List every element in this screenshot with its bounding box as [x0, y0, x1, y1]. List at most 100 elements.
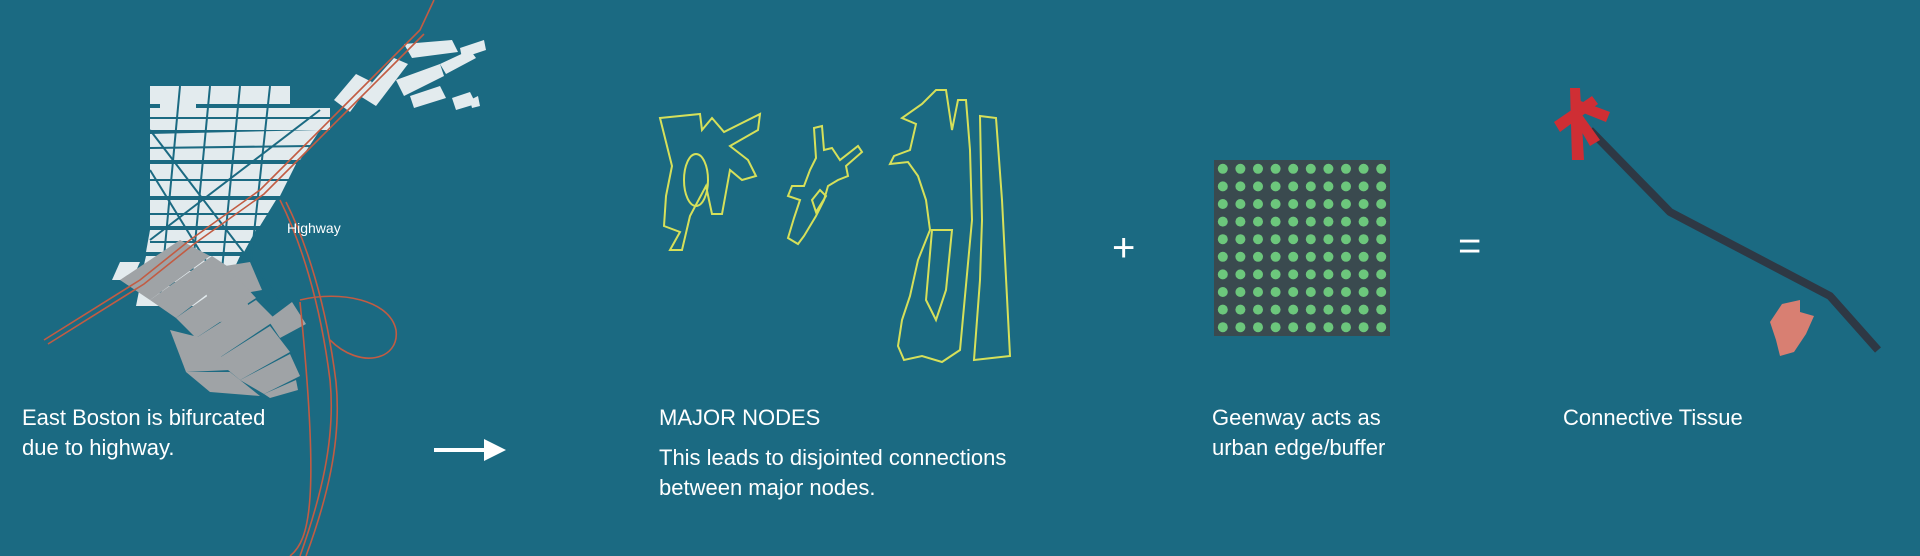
greenway-dot: [1305, 234, 1316, 245]
greenway-dot: [1358, 199, 1369, 209]
greenway-dot: [1376, 251, 1387, 262]
greenway-dot: [1376, 163, 1387, 174]
right-arrow-icon: [434, 439, 506, 461]
greenway-dot: [1341, 269, 1351, 280]
greenway-dot: [1217, 216, 1228, 227]
greenway-dot: [1217, 234, 1228, 245]
greenway-dot: [1288, 269, 1299, 280]
greenway-dot: [1235, 322, 1246, 333]
panel2-caption-line: This leads to disjointed connections: [659, 445, 1007, 470]
panel4-caption: Connective Tissue: [1563, 403, 1743, 433]
greenway-dot: [1235, 163, 1246, 174]
greenway-dot: [1217, 251, 1228, 262]
greenway-dot: [1288, 199, 1299, 209]
greenway-dot: [1253, 251, 1263, 262]
greenway-dot: [1270, 181, 1281, 192]
greenway-dot: [1323, 322, 1334, 333]
south-blocks: [120, 240, 306, 398]
greenway-dot: [1235, 199, 1246, 209]
greenway-dot: [1358, 234, 1369, 245]
greenway-dot: [1235, 269, 1246, 280]
pink-node-shape: [1770, 300, 1814, 356]
greenway-dot: [1270, 322, 1281, 333]
greenway-dot: [1341, 251, 1351, 262]
greenway-dot: [1323, 304, 1334, 315]
panel2-title: MAJOR NODES: [659, 405, 821, 430]
greenway-dot: [1323, 234, 1334, 245]
greenway-dot: [1288, 304, 1299, 315]
panel3-caption-line: urban edge/buffer: [1212, 435, 1386, 460]
greenway-dot: [1253, 269, 1263, 280]
greenway-dot: [1217, 304, 1228, 315]
greenway-dot: [1341, 163, 1351, 174]
greenway-dot: [1323, 181, 1334, 192]
greenway-dot: [1305, 216, 1316, 227]
greenway-dot-grid: [1214, 160, 1390, 336]
greenway-dot: [1376, 199, 1387, 209]
greenway-dot: [1288, 251, 1299, 262]
panel1-caption-line: East Boston is bifurcated: [22, 405, 266, 430]
greenway-dot: [1376, 304, 1387, 315]
greenway-dot: [1235, 251, 1246, 262]
greenway-dot: [1323, 216, 1334, 227]
greenway-dot: [1305, 251, 1316, 262]
greenway-dot: [1217, 322, 1228, 333]
panel4-caption-line: Connective Tissue: [1563, 405, 1743, 430]
greenway-dot: [1217, 287, 1228, 297]
greenway-dot: [1358, 287, 1369, 297]
greenway-dot: [1376, 269, 1387, 280]
equals-symbol: =: [1458, 224, 1482, 268]
greenway-dot: [1341, 199, 1351, 209]
greenway-dot: [1376, 234, 1387, 245]
connective-tissue-diagram: [1554, 88, 1881, 356]
greenway-dot: [1358, 269, 1369, 280]
greenway-dot: [1270, 163, 1281, 174]
panel2-caption-line: between major nodes.: [659, 475, 876, 500]
east-boston-map-panel: Highway East Boston is bifurcated due to…: [0, 0, 520, 556]
panel3-caption: Geenway acts as urban edge/buffer: [1212, 403, 1385, 463]
greenway-dot: [1358, 304, 1369, 315]
greenway-dot: [1235, 216, 1246, 227]
greenway-dot: [1270, 304, 1281, 315]
greenway-dot: [1217, 181, 1228, 192]
greenway-dot: [1323, 287, 1334, 297]
greenway-dot: [1288, 181, 1299, 192]
greenway-dot: [1323, 163, 1334, 174]
greenway-dot: [1358, 181, 1369, 192]
node-outline-3: [888, 89, 974, 364]
highway-map-label: Highway: [287, 220, 341, 236]
greenway-dot: [1376, 181, 1387, 192]
greenway-dot: [1235, 304, 1246, 315]
greenway-dot: [1358, 216, 1369, 227]
greenway-dot: [1253, 287, 1263, 297]
greenway-dot: [1376, 287, 1387, 297]
greenway-dot: [1341, 181, 1351, 192]
greenway-dot: [1270, 269, 1281, 280]
greenway-dot: [1253, 304, 1263, 315]
node-outline-1-oval: [683, 153, 709, 207]
greenway-panel: Geenway acts as urban edge/buffer: [1200, 0, 1500, 556]
node-outline-3-right: [972, 114, 1012, 362]
greenway-dot: [1305, 304, 1316, 315]
greenway-dot: [1270, 234, 1281, 245]
connective-tissue-panel: Connective Tissue: [1530, 0, 1920, 556]
panel3-caption-line: Geenway acts as: [1212, 405, 1381, 430]
greenway-dot: [1217, 269, 1228, 280]
greenway-dot: [1253, 216, 1263, 227]
greenway-dot: [1341, 322, 1351, 333]
greenway-dot: [1288, 234, 1299, 245]
greenway-dot: [1305, 287, 1316, 297]
red-node-shape: [1554, 88, 1610, 160]
greenway-dot: [1376, 216, 1387, 227]
node-outline-2-inner: [810, 188, 828, 215]
panel1-caption: East Boston is bifurcated due to highway…: [22, 403, 265, 463]
greenway-dot: [1217, 163, 1228, 174]
greenway-dot: [1341, 234, 1351, 245]
greenway-dot: [1253, 199, 1263, 209]
greenway-dot: [1253, 163, 1263, 174]
connective-tissue-path: [1587, 127, 1881, 353]
greenway-dot: [1341, 216, 1351, 227]
major-nodes-outlines: [658, 89, 1012, 364]
greenway-dot: [1288, 163, 1299, 174]
greenway-dot: [1253, 181, 1263, 192]
